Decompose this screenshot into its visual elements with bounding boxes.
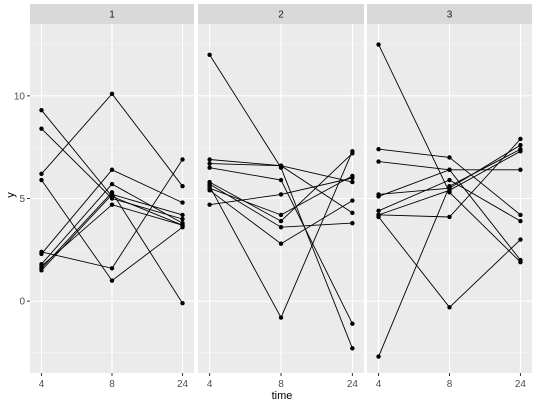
- data-point: [180, 183, 185, 189]
- data-point: [376, 354, 381, 359]
- data-point: [39, 108, 44, 113]
- data-point: [39, 126, 44, 131]
- x-tick-label: 8: [278, 379, 284, 390]
- data-point: [278, 177, 284, 183]
- data-point: [207, 157, 212, 162]
- data-point: [207, 202, 212, 207]
- data-point: [39, 171, 44, 177]
- data-point: [447, 188, 452, 193]
- data-point: [376, 194, 381, 199]
- data-point: [518, 167, 523, 172]
- facet-panel-1: 1: [30, 4, 194, 373]
- data-point: [207, 181, 212, 187]
- data-point: [180, 301, 185, 306]
- panels-layer: 1 2 3: [30, 4, 532, 373]
- data-point: [447, 167, 452, 172]
- x-tick-label: 4: [376, 379, 382, 390]
- data-point: [376, 208, 381, 214]
- data-point: [447, 155, 452, 160]
- data-point: [350, 210, 355, 216]
- data-point: [350, 179, 355, 185]
- data-point: [350, 346, 355, 351]
- facet-panel-3: 3: [367, 4, 532, 373]
- data-point: [278, 192, 284, 197]
- data-point: [376, 147, 381, 152]
- data-point: [39, 251, 44, 257]
- data-point: [447, 214, 452, 220]
- data-point: [278, 218, 284, 224]
- x-axis: 4 8 24 4 8 24 4 8 24: [39, 373, 527, 390]
- data-point: [447, 305, 452, 310]
- data-point: [518, 257, 523, 263]
- y-axis-title: y: [5, 192, 17, 198]
- x-tick-label: 24: [515, 379, 527, 390]
- data-point: [350, 175, 355, 181]
- data-point: [109, 278, 115, 283]
- data-point: [447, 177, 452, 183]
- data-point: [180, 216, 185, 222]
- x-tick-label: 24: [347, 379, 359, 390]
- data-point: [518, 136, 523, 142]
- x-tick-label: 4: [39, 379, 45, 390]
- data-point: [376, 159, 381, 164]
- data-point: [207, 161, 212, 166]
- data-point: [518, 142, 523, 148]
- facet-label: 1: [109, 10, 115, 21]
- data-point: [180, 212, 185, 218]
- data-point: [376, 42, 381, 47]
- facet-strip: [367, 4, 532, 24]
- data-point: [350, 149, 355, 154]
- data-point: [109, 266, 115, 271]
- data-point: [180, 222, 185, 228]
- data-point: [39, 268, 44, 273]
- data-point: [350, 198, 355, 203]
- data-point: [207, 52, 212, 57]
- data-point: [278, 315, 284, 320]
- data-point: [109, 202, 115, 207]
- data-point: [278, 225, 284, 230]
- data-point: [180, 200, 185, 205]
- data-point: [518, 212, 523, 218]
- y-tick-label: 5: [19, 194, 25, 205]
- data-point: [278, 241, 284, 246]
- data-point: [207, 188, 212, 193]
- x-tick-label: 8: [447, 379, 453, 390]
- x-axis-title: time: [272, 390, 293, 402]
- facet-label: 3: [447, 10, 453, 21]
- data-point: [109, 91, 115, 97]
- data-point: [376, 212, 381, 218]
- data-point: [207, 165, 212, 170]
- y-axis: 0 5 10: [14, 91, 30, 308]
- data-point: [180, 157, 185, 162]
- data-point: [518, 218, 523, 224]
- facet-strip: [30, 4, 194, 24]
- data-point: [109, 192, 115, 197]
- data-point: [278, 212, 284, 218]
- facet-panel-2: 2: [198, 4, 364, 373]
- data-point: [518, 237, 523, 242]
- data-point: [350, 220, 355, 226]
- y-tick-label: 10: [14, 91, 26, 102]
- x-tick-label: 4: [207, 379, 213, 390]
- y-tick-label: 0: [19, 297, 25, 308]
- data-point: [350, 321, 355, 326]
- facet-strip: [198, 4, 364, 24]
- x-tick-label: 24: [177, 379, 189, 390]
- data-point: [518, 149, 523, 154]
- data-point: [109, 196, 115, 201]
- data-point: [39, 177, 44, 183]
- data-point: [109, 167, 115, 172]
- x-tick-label: 8: [109, 379, 115, 390]
- data-point: [278, 163, 284, 168]
- data-point: [447, 183, 452, 189]
- data-point: [109, 181, 115, 187]
- facet-label: 2: [278, 10, 284, 21]
